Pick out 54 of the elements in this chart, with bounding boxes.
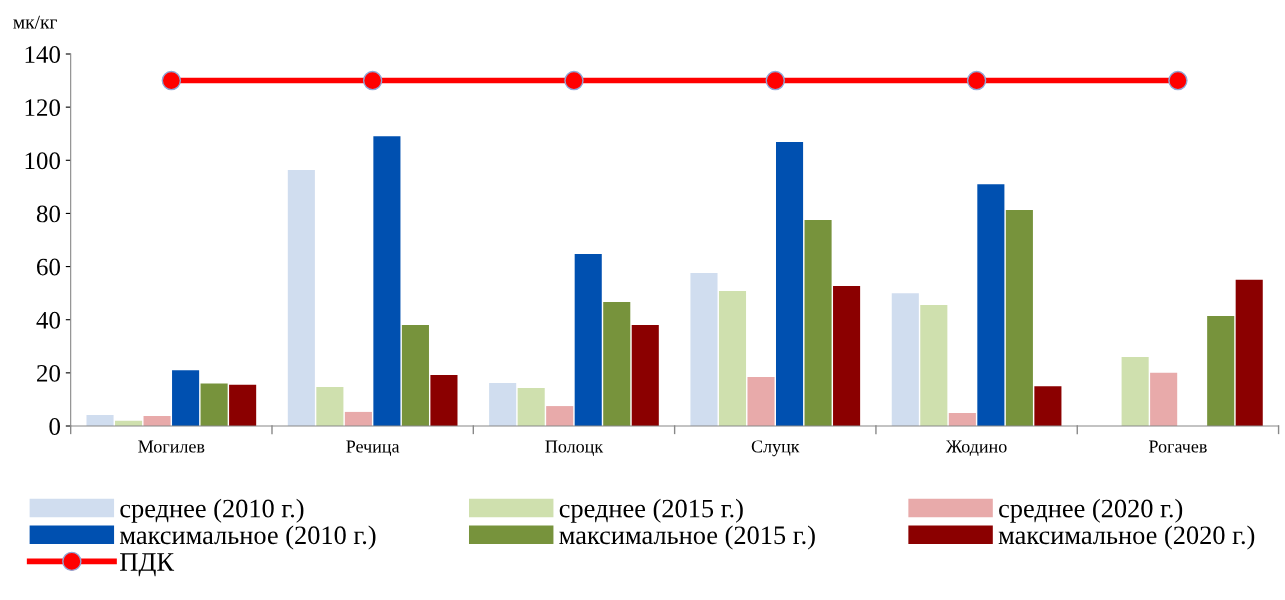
y-tick-label: 0 (49, 418, 60, 435)
legend-label: максимальное (2015 г.) (559, 525, 815, 550)
bar (603, 301, 631, 426)
bar (344, 411, 372, 426)
bar (891, 293, 919, 426)
bar (229, 384, 257, 426)
bar (1207, 315, 1235, 426)
bar (373, 136, 401, 426)
y-tick-label: 100 (25, 152, 60, 170)
legend-label: ПДК (120, 553, 175, 577)
bar (86, 415, 114, 426)
bar (172, 370, 200, 426)
bar (948, 412, 976, 426)
x-tick-label: Полоцк (545, 440, 604, 456)
x-tick-label: Жодино (945, 440, 1007, 456)
bar (517, 388, 545, 426)
y-tick-label: 40 (36, 311, 60, 329)
bar (631, 325, 659, 426)
bar (833, 285, 861, 426)
legend-label: среднее (2015 г.) (559, 498, 743, 523)
bar (718, 291, 747, 426)
bar (574, 254, 602, 426)
bar (401, 325, 429, 426)
bar (200, 383, 228, 426)
x-tick-label: Слуцк (751, 440, 800, 457)
y-tick-label: 60 (37, 258, 60, 276)
y-tick-label: 20 (37, 364, 60, 382)
bar (287, 170, 315, 426)
bar (747, 377, 775, 426)
legend-label: среднее (2010 г.) (120, 498, 304, 523)
legend-label: среднее (2020 г.) (999, 498, 1183, 523)
bar (977, 184, 1005, 426)
bar (690, 272, 718, 426)
y-tick-label: 80 (36, 205, 60, 223)
legend-label: максимальное (2020 г.) (998, 525, 1255, 550)
bar (489, 382, 517, 426)
bar (316, 386, 344, 426)
bar (920, 305, 948, 426)
bar (1034, 386, 1062, 426)
x-tick-label: Могилев (138, 440, 205, 453)
bar (430, 374, 458, 426)
y-tick-label: 120 (25, 99, 60, 117)
bar (1150, 372, 1178, 426)
x-tick-label: Рогачев (1148, 440, 1207, 453)
bar (1121, 356, 1149, 426)
bar (776, 141, 804, 426)
bar (1235, 279, 1263, 426)
bar (804, 220, 832, 426)
y-axis-title: мк/кг (13, 15, 57, 29)
bar (546, 406, 574, 426)
y-tick-label: 140 (25, 46, 60, 63)
x-tick-label: Речица (346, 440, 400, 456)
bar (1005, 209, 1033, 426)
legend-label: максимальное (2010 г.) (119, 525, 376, 550)
